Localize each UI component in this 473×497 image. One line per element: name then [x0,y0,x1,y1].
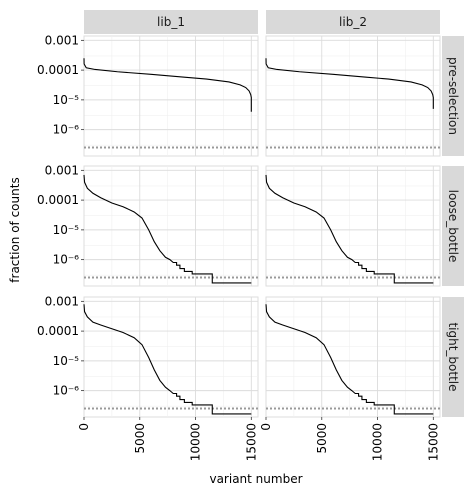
series-line [265,174,434,284]
series-line [83,174,252,284]
y-tick-label: 10⁻⁵ [53,354,80,368]
series-line [83,58,252,112]
y-tick-label: 0.0001 [37,193,79,207]
x-tick-label: 5000 [133,423,147,454]
row-strip-label: loose_bottle [446,190,460,263]
column-strip [84,10,258,34]
panel-background [265,165,441,287]
y-tick-label: 0.001 [45,33,79,47]
x-tick-label: 10000 [189,423,203,461]
y-tick-label: 10⁻⁵ [53,93,80,107]
row-strip [442,36,464,156]
x-tick-label: 10000 [371,423,385,461]
column-strip [266,10,440,34]
column-strip-label: lib_1 [157,15,185,29]
x-tick-label: 0 [77,423,91,431]
x-tick-label: 15000 [426,423,440,461]
y-axis-title: fraction of counts [8,177,22,282]
panel-background [265,296,441,418]
y-tick-label: 10⁻⁶ [53,123,80,137]
panel-background [83,35,259,157]
y-tick-label: 10⁻⁶ [53,384,80,398]
row-strip-label: tight_bottle [446,322,460,391]
series-line [265,304,434,415]
series-line [83,304,252,415]
y-tick-label: 10⁻⁵ [53,223,80,237]
x-tick-label: 15000 [244,423,258,461]
row-strip [442,166,464,286]
row-strip [442,297,464,417]
row-strip-label: pre-selection [446,57,460,135]
series-line [265,58,434,109]
x-axis-title: variant number [209,472,302,486]
column-strip-label: lib_2 [339,15,367,29]
x-tick-label: 5000 [315,423,329,454]
panel-background [83,165,259,287]
y-tick-label: 10⁻⁶ [53,253,80,267]
panel-background [265,35,441,157]
panel-background [83,296,259,418]
y-tick-label: 0.001 [45,294,79,308]
y-tick-label: 0.0001 [37,324,79,338]
x-tick-label: 0 [259,423,273,431]
y-tick-label: 0.001 [45,163,79,177]
y-tick-label: 0.0001 [37,63,79,77]
